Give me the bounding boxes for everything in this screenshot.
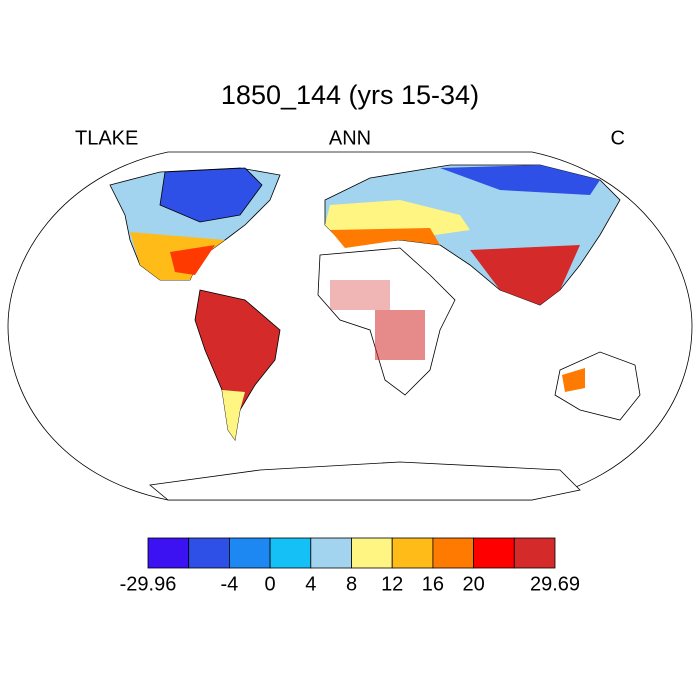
colorbar-box — [432, 537, 474, 569]
colorbar-label: 8 — [346, 573, 357, 595]
colorbar-box — [513, 537, 556, 569]
colorbar-box — [473, 537, 515, 569]
right-label: C — [611, 127, 625, 149]
colorbar-box — [269, 537, 312, 569]
land — [470, 245, 580, 305]
colorbar-label: 29.69 — [530, 573, 580, 595]
colorbar-box — [351, 537, 393, 569]
title: 1850_144 (yrs 15-34) — [221, 80, 479, 110]
land — [440, 165, 600, 195]
colorbar: -29.96 -4 0 4 8 12 16 20 29.69 — [120, 537, 580, 595]
center-label: ANN — [329, 127, 371, 149]
colorbar-label: 4 — [305, 573, 316, 595]
colorbar-label: 16 — [422, 573, 444, 595]
land-cells — [375, 310, 425, 360]
colorbar-box — [188, 537, 230, 569]
colorbar-label: 20 — [462, 573, 484, 595]
left-label: TLAKE — [75, 127, 138, 149]
land — [222, 390, 245, 440]
colorbar-label: 12 — [381, 573, 403, 595]
colorbar-label: 0 — [265, 573, 276, 595]
colorbar-label: -4 — [221, 573, 239, 595]
colorbar-box — [147, 537, 190, 569]
land — [554, 351, 641, 421]
map — [7, 151, 693, 501]
land — [159, 167, 263, 223]
colorbar-box — [228, 537, 271, 569]
colorbar-box — [310, 537, 352, 569]
land — [330, 228, 440, 248]
colorbar-label: -29.96 — [120, 573, 177, 595]
land-cells — [330, 280, 390, 310]
colorbar-box — [391, 537, 434, 569]
land — [149, 461, 581, 501]
land — [170, 245, 215, 275]
land — [562, 368, 585, 392]
